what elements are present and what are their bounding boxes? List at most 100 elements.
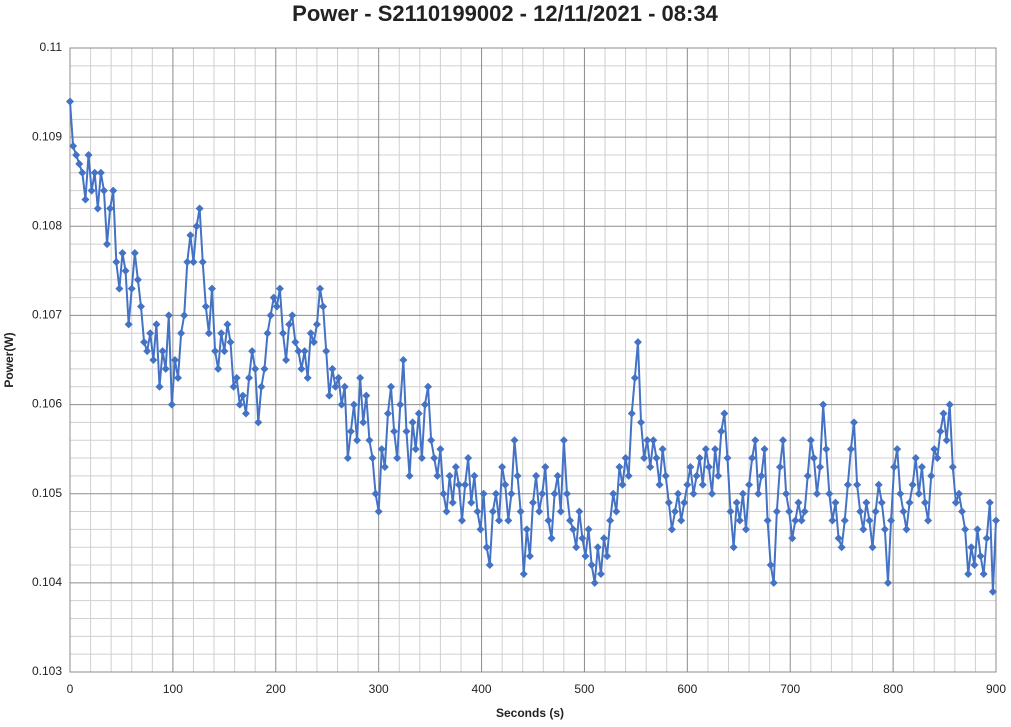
marker <box>90 168 99 177</box>
marker <box>356 373 365 382</box>
marker <box>948 462 957 471</box>
marker <box>448 498 457 507</box>
marker <box>516 507 525 516</box>
marker <box>374 507 383 516</box>
marker <box>393 454 402 463</box>
marker <box>806 436 815 445</box>
marker <box>235 400 244 409</box>
marker <box>843 480 852 489</box>
marker <box>427 436 436 445</box>
marker <box>917 462 926 471</box>
marker <box>78 168 87 177</box>
marker <box>424 382 433 391</box>
marker <box>649 436 658 445</box>
marker <box>414 409 423 418</box>
marker <box>868 543 877 552</box>
marker <box>698 480 707 489</box>
marker <box>862 498 871 507</box>
marker <box>529 498 537 507</box>
marker <box>346 427 355 436</box>
marker <box>161 364 170 373</box>
marker <box>177 329 186 338</box>
marker <box>485 561 494 570</box>
marker <box>266 311 275 320</box>
marker <box>779 436 788 445</box>
marker <box>535 507 544 516</box>
marker <box>72 150 81 159</box>
marker <box>491 489 500 498</box>
marker <box>976 552 985 561</box>
marker <box>735 516 744 525</box>
marker <box>655 480 664 489</box>
marker <box>127 284 136 293</box>
marker <box>754 489 763 498</box>
marker <box>890 462 899 471</box>
marker <box>701 445 710 454</box>
marker <box>782 489 791 498</box>
marker <box>479 489 488 498</box>
marker <box>189 257 198 266</box>
marker <box>519 569 528 578</box>
marker <box>254 418 263 427</box>
marker <box>553 471 562 480</box>
marker <box>180 311 189 320</box>
marker <box>488 507 497 516</box>
y-tick-label: 0.109 <box>32 129 62 143</box>
marker <box>501 480 510 489</box>
marker <box>633 338 642 347</box>
marker <box>192 222 201 231</box>
marker <box>954 489 963 498</box>
marker <box>973 525 982 534</box>
marker <box>260 364 269 373</box>
marker <box>81 195 90 204</box>
marker <box>970 561 979 570</box>
marker <box>596 569 605 578</box>
marker <box>936 427 945 436</box>
marker <box>562 489 571 498</box>
marker <box>985 498 994 507</box>
marker <box>232 373 241 382</box>
marker <box>575 507 584 516</box>
y-tick-label: 0.107 <box>32 308 62 322</box>
marker <box>343 454 352 463</box>
marker <box>211 347 220 356</box>
marker <box>643 436 652 445</box>
marker <box>584 525 593 534</box>
marker <box>840 516 849 525</box>
marker <box>547 534 556 543</box>
marker <box>285 320 294 329</box>
marker <box>797 516 806 525</box>
marker <box>911 454 920 463</box>
marker <box>226 338 235 347</box>
marker <box>775 462 784 471</box>
marker <box>763 516 772 525</box>
marker <box>964 569 973 578</box>
marker <box>510 436 519 445</box>
y-tick-label: 0.108 <box>32 218 62 232</box>
marker <box>859 525 868 534</box>
marker <box>945 400 954 409</box>
marker <box>803 471 812 480</box>
marker <box>291 338 300 347</box>
marker <box>433 471 442 480</box>
marker <box>115 284 124 293</box>
marker <box>183 257 192 266</box>
marker <box>791 516 800 525</box>
marker <box>146 329 155 338</box>
marker <box>405 471 414 480</box>
marker <box>498 462 507 471</box>
marker <box>785 507 794 516</box>
marker <box>587 561 596 570</box>
marker <box>637 418 646 427</box>
marker <box>942 436 951 445</box>
marker <box>420 400 429 409</box>
marker <box>201 302 210 311</box>
marker <box>454 480 463 489</box>
marker <box>170 356 179 364</box>
marker <box>316 284 325 293</box>
marker <box>720 409 729 418</box>
marker <box>495 516 504 525</box>
marker <box>282 356 291 364</box>
marker <box>245 373 254 382</box>
marker <box>241 409 250 418</box>
